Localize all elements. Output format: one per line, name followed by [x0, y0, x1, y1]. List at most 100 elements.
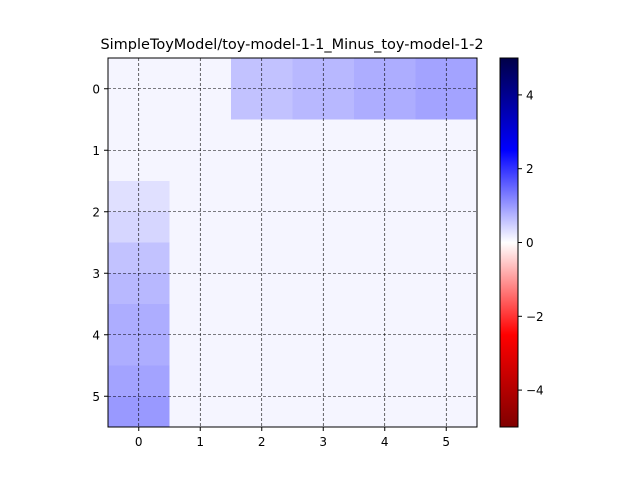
heatmap-cell	[108, 150, 140, 182]
heatmap-cell	[415, 88, 447, 120]
heatmap-cell	[169, 365, 201, 397]
heatmap-cell	[415, 396, 447, 428]
heatmap-cell	[138, 58, 170, 90]
heatmap-cell	[200, 181, 232, 213]
heatmap-cell	[323, 396, 355, 428]
heatmap-cell	[384, 273, 416, 305]
colorbar-tick-label: 2	[526, 162, 534, 176]
heatmap-cell	[169, 304, 201, 336]
heatmap-cell	[261, 304, 293, 336]
heatmap-cell	[169, 181, 201, 213]
heatmap-cell	[261, 365, 293, 397]
heatmap-cell	[354, 119, 386, 151]
heatmap-cell	[200, 242, 232, 274]
heatmap-cell	[384, 58, 416, 90]
heatmap-cell	[446, 365, 478, 397]
colorbar-tick-label: −2	[526, 310, 544, 324]
heatmap-cell	[108, 304, 140, 336]
colorbar-tick-label: 0	[526, 236, 534, 250]
heatmap-cell	[384, 365, 416, 397]
heatmap-cell	[354, 396, 386, 428]
heatmap-cell	[292, 181, 324, 213]
colorbar-ticks: 4 2 0 −2 −4	[518, 88, 544, 398]
heatmap-cell	[231, 211, 263, 243]
heatmap-cell	[200, 304, 232, 336]
heatmap-cell	[169, 58, 201, 90]
heatmap-cell	[261, 181, 293, 213]
plot-frame	[107, 57, 478, 428]
heatmap-cell	[200, 58, 232, 90]
heatmap-cell	[138, 242, 170, 274]
heatmap-cell	[354, 273, 386, 305]
heatmap-cell	[108, 334, 140, 366]
x-tick-label: 1	[196, 435, 204, 449]
heatmap-cell	[138, 304, 170, 336]
heatmap-cell	[138, 273, 170, 305]
heatmap-cell	[108, 58, 140, 90]
grid-lines	[108, 58, 477, 427]
heatmap-cell	[323, 242, 355, 274]
heatmap-cell	[384, 396, 416, 428]
heatmap-cell	[446, 58, 478, 90]
heatmap-cell	[108, 88, 140, 120]
heatmap-cell	[323, 150, 355, 182]
heatmap-cell	[446, 396, 478, 428]
heatmap-cell	[323, 58, 355, 90]
heatmap-cell	[323, 273, 355, 305]
heatmap-cell	[200, 396, 232, 428]
heatmap-cell	[169, 273, 201, 305]
heatmap-cell	[292, 242, 324, 274]
heatmap-cell	[384, 181, 416, 213]
heatmap-cell	[292, 88, 324, 120]
heatmap-cell	[354, 304, 386, 336]
heatmap-cell	[292, 396, 324, 428]
heatmap-cell	[323, 334, 355, 366]
heatmap-cell	[261, 396, 293, 428]
heatmap-cell	[354, 181, 386, 213]
heatmap-cell	[261, 150, 293, 182]
heatmap-cell	[446, 150, 478, 182]
heatmap-cell	[138, 181, 170, 213]
heatmap-cell	[200, 211, 232, 243]
heatmap-cell	[384, 304, 416, 336]
colorbar-tick-label: −4	[526, 384, 544, 398]
heatmap-cell	[108, 242, 140, 274]
heatmap-cell	[169, 242, 201, 274]
heatmap-cell	[200, 150, 232, 182]
heatmap-cell	[384, 88, 416, 120]
heatmap-cell	[446, 242, 478, 274]
heatmap-cell	[261, 88, 293, 120]
heatmap-cells	[108, 58, 478, 428]
heatmap-cell	[292, 304, 324, 336]
heatmap-cell	[261, 273, 293, 305]
heatmap-cell	[415, 242, 447, 274]
heatmap-cell	[200, 273, 232, 305]
heatmap-cell	[138, 150, 170, 182]
heatmap-cell	[231, 273, 263, 305]
heatmap-cell	[138, 365, 170, 397]
heatmap-cell	[231, 365, 263, 397]
heatmap-cell	[200, 88, 232, 120]
heatmap-cell	[231, 396, 263, 428]
heatmap-cell	[354, 365, 386, 397]
heatmap-cell	[384, 119, 416, 151]
x-tick-label: 4	[381, 435, 389, 449]
heatmap-cell	[354, 211, 386, 243]
heatmap-cell	[169, 119, 201, 151]
heatmap-cell	[292, 58, 324, 90]
heatmap-cell	[415, 365, 447, 397]
heatmap-cell	[292, 334, 324, 366]
heatmap-cell	[415, 334, 447, 366]
heatmap-cell	[138, 119, 170, 151]
y-tick-label: 0	[92, 82, 100, 96]
heatmap-cell	[231, 88, 263, 120]
heatmap-cell	[169, 88, 201, 120]
heatmap-cell	[261, 58, 293, 90]
heatmap-cell	[231, 119, 263, 151]
heatmap-cell	[354, 58, 386, 90]
heatmap-cell	[261, 119, 293, 151]
heatmap-cell	[354, 242, 386, 274]
chart-title: SimpleToyModel/toy-model-1-1_Minus_toy-m…	[100, 37, 483, 53]
heatmap-cell	[323, 119, 355, 151]
